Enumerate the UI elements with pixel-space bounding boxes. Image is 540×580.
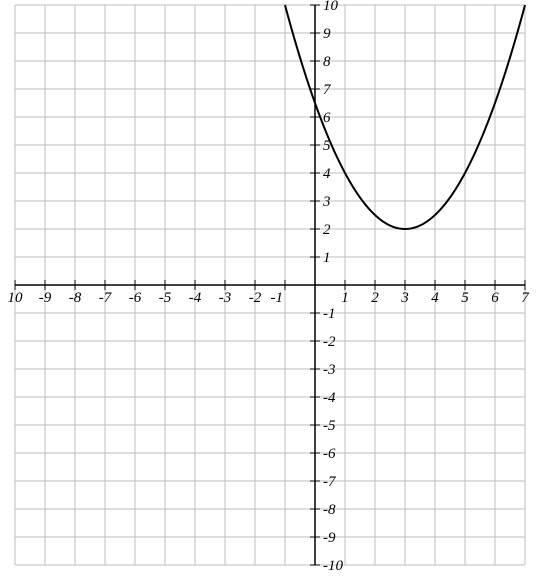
y-tick-label: -6 xyxy=(323,446,336,462)
x-tick-label: 3 xyxy=(400,290,409,306)
y-tick-label: -4 xyxy=(323,390,336,406)
y-tick-label: 9 xyxy=(323,26,331,42)
x-tick-label: -2 xyxy=(249,290,262,306)
y-tick-label: 3 xyxy=(322,194,331,210)
y-tick-label: -2 xyxy=(323,334,336,350)
x-tick-label: 4 xyxy=(431,290,439,306)
y-tick-label: -7 xyxy=(323,474,337,490)
x-tick-label: 2 xyxy=(371,290,379,306)
x-tick-label: -4 xyxy=(189,290,202,306)
x-tick-label: -8 xyxy=(69,290,82,306)
x-tick-label: -5 xyxy=(159,290,172,306)
y-tick-label: -1 xyxy=(323,306,336,322)
y-tick-label: 7 xyxy=(323,82,332,98)
coordinate-plane: 10-9-8-7-6-5-4-3-2-1123456712345678910-1… xyxy=(0,0,540,580)
x-tick-label: 5 xyxy=(461,290,469,306)
y-tick-label: -3 xyxy=(323,362,336,378)
y-tick-label: 8 xyxy=(323,54,331,70)
y-tick-label: 6 xyxy=(323,110,331,126)
y-tick-label: 2 xyxy=(323,222,331,238)
x-tick-label: 6 xyxy=(491,290,499,306)
x-tick-label: 10 xyxy=(8,290,24,306)
y-tick-label: 1 xyxy=(323,250,331,266)
y-tick-label: 4 xyxy=(323,166,331,182)
x-tick-label: 7 xyxy=(521,290,530,306)
x-tick-label: -9 xyxy=(39,290,52,306)
y-tick-label: -5 xyxy=(323,418,336,434)
y-tick-label: -8 xyxy=(323,502,336,518)
x-tick-label: 1 xyxy=(341,290,349,306)
x-tick-label: -1 xyxy=(271,290,284,306)
x-tick-label: -7 xyxy=(99,290,113,306)
graph-container: 10-9-8-7-6-5-4-3-2-1123456712345678910-1… xyxy=(0,0,540,580)
x-tick-label: -6 xyxy=(129,290,142,306)
y-tick-label: -10 xyxy=(323,558,343,574)
y-tick-label: -9 xyxy=(323,530,336,546)
x-tick-label: -3 xyxy=(219,290,232,306)
y-tick-label: 10 xyxy=(323,0,339,14)
